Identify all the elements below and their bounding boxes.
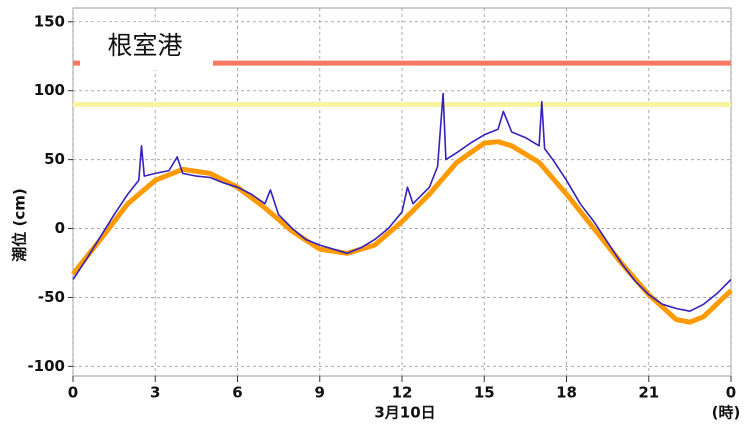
x-tick-label: 21 bbox=[638, 384, 659, 402]
series-line bbox=[72, 92, 732, 312]
y-tick-label: 150 bbox=[34, 12, 65, 30]
y-axis-label: 潮位 (cm) bbox=[11, 188, 29, 261]
grid bbox=[72, 8, 732, 376]
title-box bbox=[80, 22, 213, 70]
series bbox=[71, 92, 733, 325]
x-tick-label: 18 bbox=[556, 384, 577, 402]
y-tick-label: 100 bbox=[34, 81, 65, 99]
y-tick-label: -100 bbox=[27, 357, 65, 375]
x-axis-label: 3月10日 bbox=[374, 404, 435, 422]
x-tick-label: 12 bbox=[392, 384, 413, 402]
x-tick-label: 0 bbox=[726, 384, 736, 402]
x-tick-label: 9 bbox=[315, 384, 325, 402]
x-tick-label: 15 bbox=[474, 384, 495, 402]
x-unit: (時) bbox=[712, 404, 741, 422]
x-tick-label: 6 bbox=[232, 384, 242, 402]
x-tick-label: 0 bbox=[68, 384, 78, 402]
y-tick-label: -50 bbox=[38, 288, 65, 306]
y-tick-label: 0 bbox=[55, 219, 65, 237]
series-line bbox=[71, 139, 733, 325]
chart-title: 根室港 bbox=[107, 31, 182, 60]
x-tick-label: 3 bbox=[150, 384, 160, 402]
y-tick-label: 50 bbox=[44, 150, 65, 168]
